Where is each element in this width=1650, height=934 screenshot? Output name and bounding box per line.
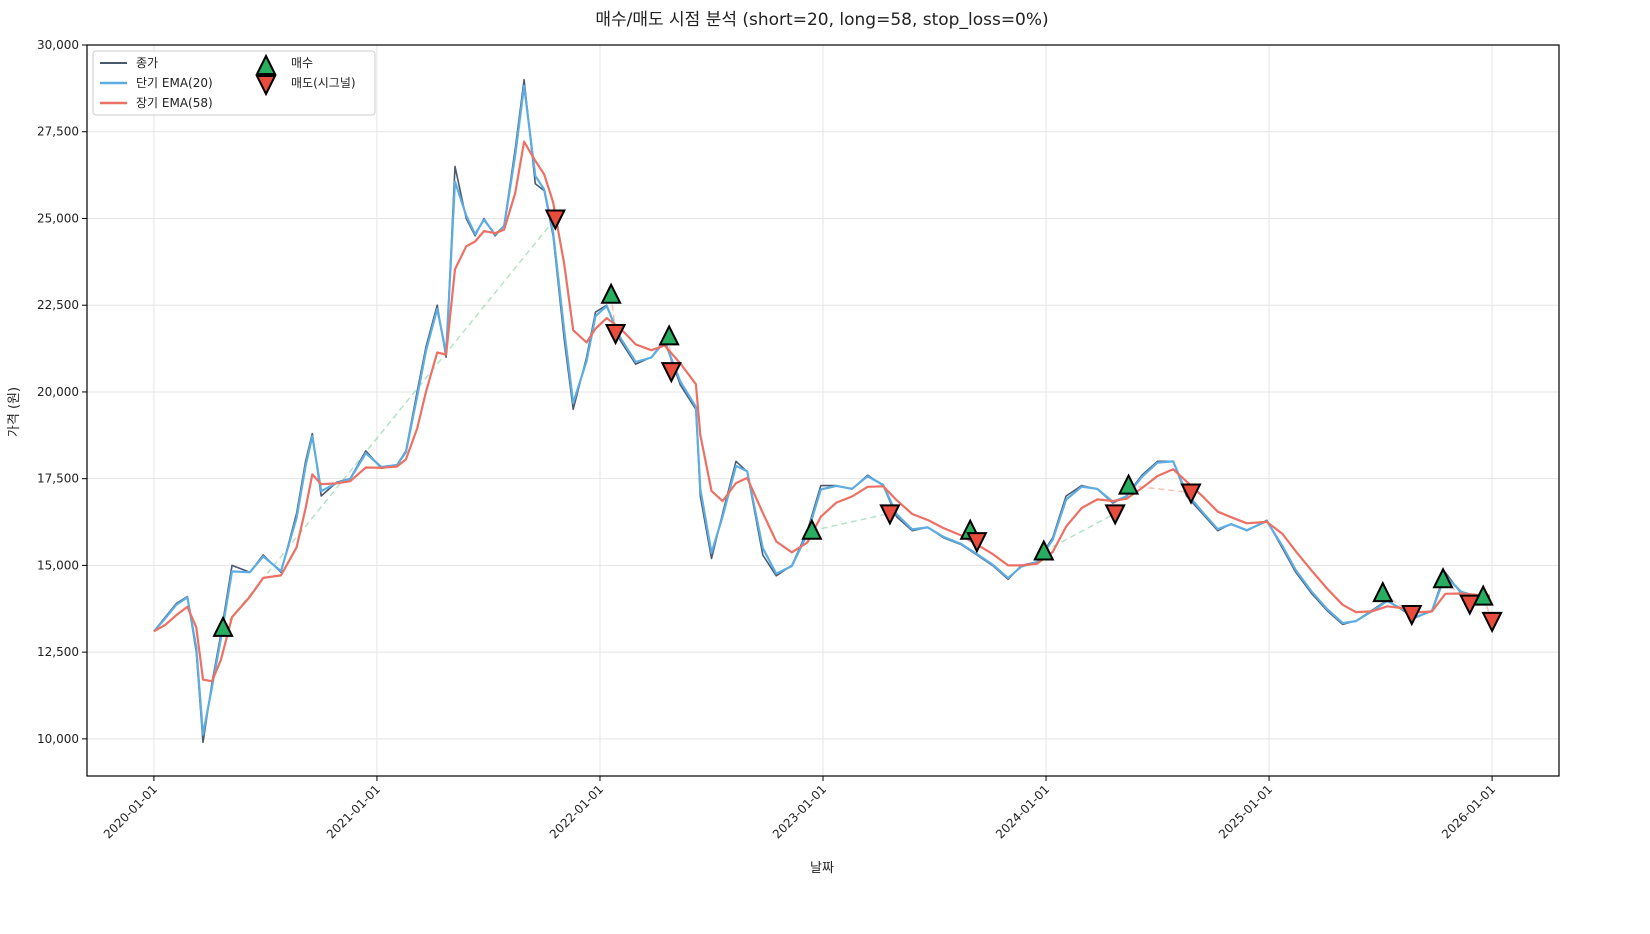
- buy-marker: [600, 282, 622, 304]
- sell-marker: [1401, 604, 1423, 627]
- y-tick-label: 30,000: [37, 38, 79, 52]
- sell-marker: [1180, 483, 1202, 505]
- signal-markers: [212, 209, 1503, 637]
- trade-lines: [222, 217, 1493, 629]
- sell-marker: [604, 323, 627, 346]
- legend-long-ema: 장기 EMA(58): [136, 96, 213, 110]
- trade-line: [811, 512, 891, 532]
- x-tick-label: 2020-01-01: [101, 782, 160, 841]
- short-ema-line: [153, 84, 1490, 736]
- y-tick-label: 20,000: [37, 385, 79, 399]
- long-ema-line: [153, 140, 1490, 683]
- y-tick-label: 17,500: [37, 472, 79, 486]
- buy-marker: [1033, 539, 1055, 561]
- y-axis-label: 가격 (원): [7, 387, 22, 437]
- x-tick-label: 2022-01-01: [547, 782, 606, 841]
- legend-buy: 매수: [291, 56, 313, 70]
- trade-line: [222, 217, 556, 629]
- x-tick-label: 2026-01-01: [1439, 782, 1498, 841]
- x-tick-label: 2025-01-01: [1216, 782, 1275, 841]
- y-axis: 10,000 12,500 15,000 17,500 20,000 22,500 25,0…: [37, 38, 87, 746]
- trade-line: [1128, 484, 1192, 494]
- chart-title: 매수/매도 시점 분석 (short=20, long=58, stop_los…: [595, 10, 1048, 30]
- x-tick-label: 2021-01-01: [324, 782, 383, 841]
- buy-marker: [1372, 580, 1394, 603]
- x-tick-label: 2024-01-01: [993, 782, 1052, 841]
- buy-marker: [1432, 567, 1454, 589]
- legend-close: 종가: [136, 56, 158, 70]
- legend: 종가 단기 EMA(20) 장기 EMA(58) 매수 매도(시그널): [92, 50, 376, 116]
- y-tick-label: 25,000: [37, 211, 79, 225]
- y-tick-label: 10,000: [37, 732, 79, 746]
- sell-marker: [1104, 504, 1126, 526]
- x-axis: 2020-01-01 2021-01-01 2022-01-01 2023-01-01…: [101, 776, 1498, 841]
- buy-marker: [1117, 473, 1140, 495]
- buy-marker: [658, 324, 680, 346]
- sell-marker: [660, 362, 682, 384]
- y-tick-label: 15,000: [37, 558, 79, 572]
- sell-marker: [966, 532, 988, 554]
- series-lines: [153, 78, 1490, 744]
- sell-marker: [544, 209, 566, 231]
- sell-marker: [1459, 594, 1481, 616]
- buy-marker: [801, 518, 823, 540]
- x-axis-label: 날짜: [810, 861, 834, 876]
- buy-marker: [212, 615, 234, 637]
- grid: [87, 44, 1559, 776]
- legend-sell: 매도(시그널): [291, 76, 356, 90]
- close-price-line: [153, 78, 1490, 744]
- sell-marker: [1481, 611, 1503, 634]
- sell-marker: [879, 504, 901, 526]
- x-tick-label: 2023-01-01: [770, 782, 829, 841]
- legend-short-ema: 단기 EMA(20): [136, 76, 213, 90]
- y-tick-label: 22,500: [37, 298, 79, 312]
- y-tick-label: 27,500: [37, 125, 79, 139]
- y-tick-label: 12,500: [37, 645, 79, 659]
